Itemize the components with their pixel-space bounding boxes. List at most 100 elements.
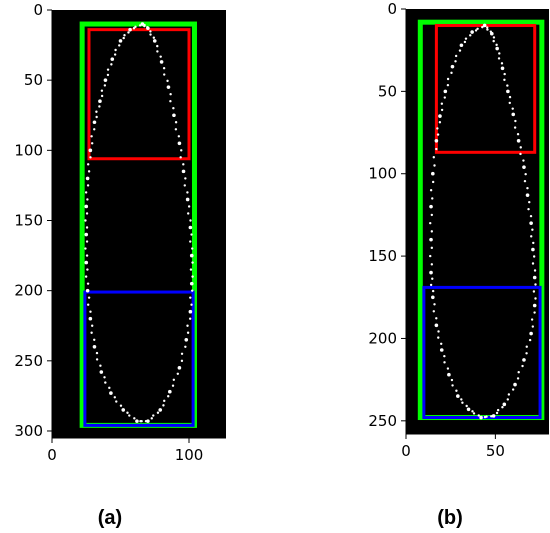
panel-a-contour-dot [176,372,180,375]
panel-a-contour-point [103,78,108,82]
panel-b-contour-dot [455,389,458,392]
panel-a-contour-dot [84,247,87,250]
panel-a-contour-dot [190,303,193,306]
panel-a-contour-dot [100,94,104,98]
panel-b-contour-point [438,114,442,118]
panel-a-contour-dot [85,240,89,243]
panel-b-contour-dot [503,72,506,76]
panel-b-contour-dot [430,246,434,250]
panel-b-contour-dot [498,52,501,55]
panel-a-contour-dot [163,399,166,403]
panel-a-x-tick-label: 100 [175,446,204,464]
panel-a-contour-dot [189,219,192,222]
panel-b-contour-dot [431,289,435,293]
panel-a-contour-dot [93,128,96,131]
panel-b-contour-dot [430,213,434,217]
panel-b-contour-dot [477,414,480,417]
panel-b-contour-dot [492,39,495,43]
panel-b-contour-point [434,138,439,143]
panel-b-y-tick-label: 250 [368,412,397,430]
panel-b-contour-dot [528,200,531,204]
panel-a-contour-dot [84,275,88,278]
panel-b-contour-point [470,30,474,34]
panel-b-contour-dot [472,412,476,415]
panel-a-contour-dot [85,226,89,229]
panel-b-contour-dot [530,235,533,238]
panel-a-contour-dot [93,338,96,341]
panel-b-contour-dot [532,290,536,293]
panel-b-contour-dot [525,352,528,355]
panel-a-contour-point [128,27,132,32]
panel-b-contour-dot [458,49,462,52]
panel-a-contour-point [181,169,186,174]
panel-b-contour-dot [431,197,434,200]
panel-b-contour-dot [429,254,432,258]
panel-b-contour-dot [431,277,434,280]
panel-a-contour-dot [149,33,152,36]
panel-b-contour-dot [506,84,509,87]
panel-b-contour-dot [516,377,520,380]
panel-a-contour-dot [108,386,111,390]
panel-b-contour-dot [529,214,533,218]
panel-a-contour-dot [114,48,117,52]
panel-b-contour-point [531,247,535,252]
panel-a-contour-dot [106,73,110,77]
panel-a-contour-dot [106,68,110,71]
panel-a-contour-dot [187,205,191,208]
panel-a-contour-dot [159,55,162,58]
panel-b-contour-dot [440,108,444,112]
panel-a-contour-dot [177,135,181,138]
panel-a-contour-point [189,281,194,286]
panel-a-contour-point [135,419,139,423]
panel-a-contour-dot [189,296,192,299]
panel-b-contour-dot [454,54,458,58]
panel-b-contour-dot [522,159,525,162]
panel-b-contour-dot [523,179,527,183]
panel-b-contour-point [429,270,433,275]
panel-b-contour-dot [519,152,522,156]
panel-a-contour-point [159,60,164,64]
panel-b-contour-dot [432,156,435,159]
panel-b-contour-dot [461,401,464,404]
panel-a-contour-dot [169,100,172,103]
panel-a-contour-dot [86,184,90,187]
panel-a-contour-dot [186,324,189,327]
panel-a-contour-dot [122,36,125,40]
panel-b-contour-dot [450,378,454,382]
panel-b-image-background [406,9,549,434]
panel-b-caption: (b) [437,507,463,529]
panel-a-contour-dot [166,79,169,83]
panel-b-contour-dot [430,263,434,266]
panel-a-contour-dot [174,128,178,131]
panel-b-contour-dot [527,207,530,211]
panel-b-contour-dot [476,27,479,30]
panel-b-contour-dot [532,241,535,245]
panel-b-contour-dot [464,37,468,40]
panel-a-contour-point [188,309,193,314]
panel-a-contour-dot [152,36,156,39]
panel-a-contour-point [98,99,102,104]
panel-b-contour-point [482,23,487,28]
panel-b-contour-dot [531,325,535,328]
panel-a-red-top-box [87,28,191,161]
panel-a-contour-dot [191,289,194,292]
panel-b-contour-dot [433,303,436,306]
panel-a-contour-point [146,419,150,423]
panel-b-y-tick-label: 200 [368,329,397,347]
panel-b-contour-dot [528,338,532,342]
panel-a-y-tick-label: 200 [14,282,43,300]
panel-a-contour-dot [86,163,90,166]
panel-b-contour-dot [531,262,535,265]
panel-b-y-tick-label: 50 [378,82,397,100]
panel-a-contour-dot [90,135,93,138]
panel-b-contour-dot [431,180,435,184]
panel-b-contour-point [447,372,451,377]
panel-b-contour-dot [486,26,489,29]
panel-a-contour-dot [87,296,91,299]
panel-a-contour-dot [103,376,106,379]
panel-b-contour-point [500,66,505,71]
panel-a-contour-dot [189,240,192,243]
panel-a-contour-dot [180,149,183,152]
panel-a-contour-dot [144,419,148,423]
panel-b-contour-dot [435,317,438,320]
